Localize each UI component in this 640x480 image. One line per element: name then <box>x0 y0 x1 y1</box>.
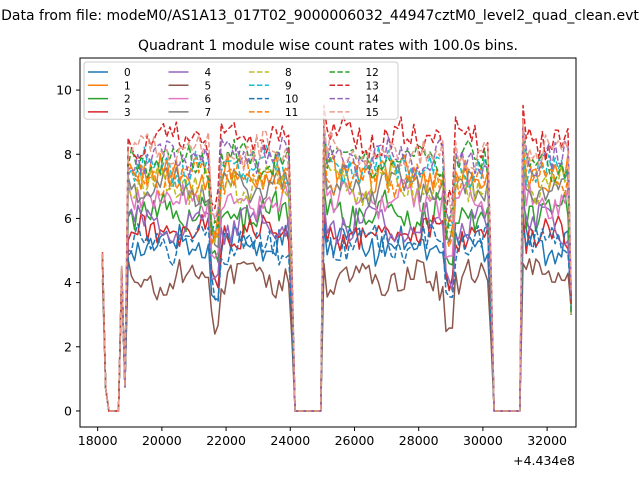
legend-box <box>83 61 399 120</box>
legend-label-6: 6 <box>205 94 212 106</box>
legend-label-14: 14 <box>366 94 380 106</box>
legend-label-8: 8 <box>285 67 292 79</box>
y-tick-label: 10 <box>56 83 72 98</box>
legend-label-10: 10 <box>285 94 298 106</box>
y-tick-label: 8 <box>64 147 72 162</box>
legend-label-13: 13 <box>366 80 379 92</box>
x-tick-label: 26000 <box>335 433 375 448</box>
x-tick-label: 22000 <box>206 433 246 448</box>
legend-label-5: 5 <box>205 80 212 92</box>
x-tick-label: 20000 <box>142 433 182 448</box>
plot-frame <box>79 57 577 428</box>
legend-label-2: 2 <box>124 94 131 106</box>
y-tick-label: 4 <box>64 275 72 290</box>
legend-label-4: 4 <box>205 67 212 79</box>
series-layer <box>101 104 572 412</box>
legend-label-3: 3 <box>124 107 131 119</box>
y-tick-label: 6 <box>64 211 72 226</box>
figure-suptitle: Data from file: modeM0/AS1A13_017T02_900… <box>1 8 639 24</box>
legend-label-0: 0 <box>124 67 131 79</box>
legend-label-7: 7 <box>205 107 212 119</box>
legend-label-11: 11 <box>285 107 298 119</box>
legend-label-15: 15 <box>366 107 379 119</box>
x-tick-label: 18000 <box>78 433 118 448</box>
series-line-15 <box>101 119 572 412</box>
x-tick-label: 32000 <box>527 433 567 448</box>
x-tick-label: 30000 <box>463 433 503 448</box>
chart-title: Quadrant 1 module wise count rates with … <box>138 38 518 54</box>
legend-label-1: 1 <box>124 80 131 92</box>
x-offset-label: +4.434e8 <box>513 453 575 468</box>
y-tick-label: 0 <box>64 403 72 418</box>
legend-label-12: 12 <box>366 67 379 79</box>
legend-label-9: 9 <box>285 80 292 92</box>
y-axis: 0 2 4 6 8 10 <box>56 83 80 418</box>
y-tick-label: 2 <box>64 339 72 354</box>
x-tick-label: 28000 <box>399 433 439 448</box>
x-axis: 18000 20000 22000 24000 26000 28000 30000 32000 <box>78 427 567 448</box>
x-tick-label: 24000 <box>270 433 310 448</box>
